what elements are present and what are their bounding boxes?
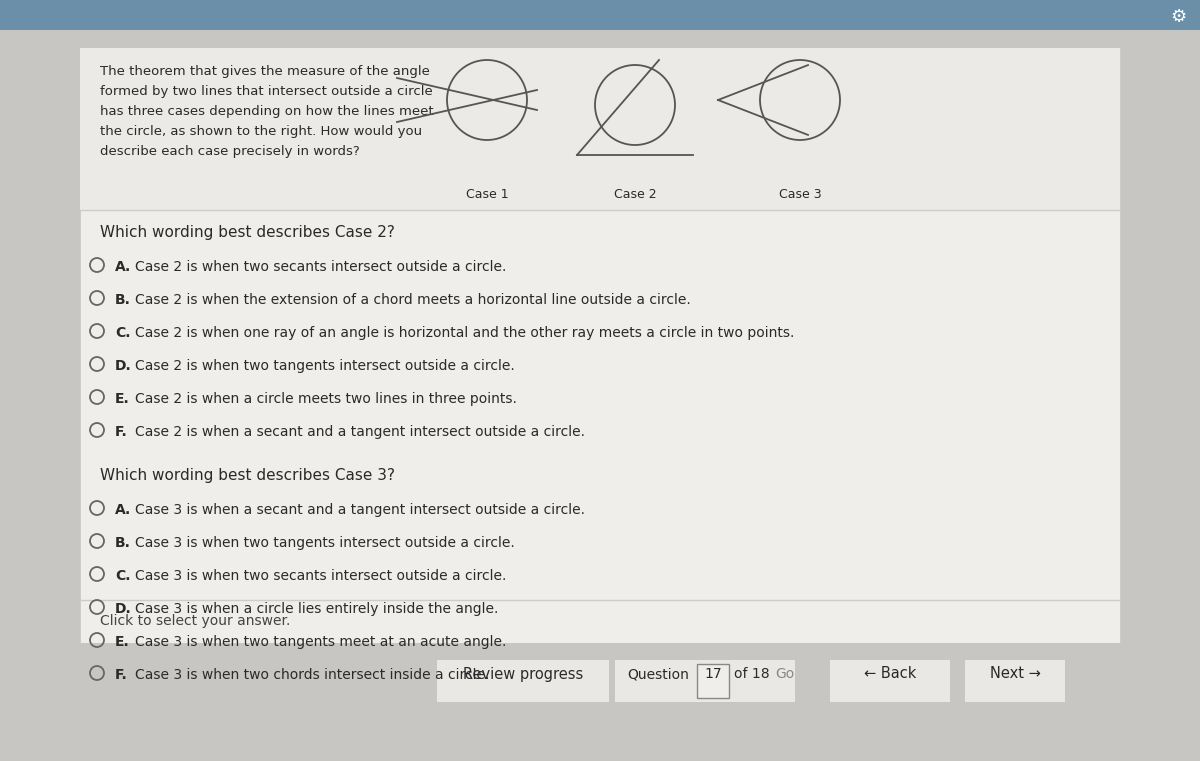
Text: Case 2 is when the extension of a chord meets a horizontal line outside a circle: Case 2 is when the extension of a chord … [134,293,691,307]
Bar [80,48,1120,210]
Text: Case 2 is when a secant and a tangent intersect outside a circle.: Case 2 is when a secant and a tangent in… [134,425,586,439]
Text: Case 2 is when a circle meets two lines in three points.: Case 2 is when a circle meets two lines … [134,392,517,406]
Text: F.: F. [115,668,127,682]
Bar [0,30,1200,48]
Text: Case 3 is when a circle lies entirely inside the angle.: Case 3 is when a circle lies entirely in… [134,602,498,616]
Text: C.: C. [115,326,131,340]
Text: ← Back: ← Back [864,667,916,682]
Text: Which wording best describes Case 3?: Which wording best describes Case 3? [100,468,395,483]
Text: B.: B. [115,293,131,307]
Text: Case 3 is when a secant and a tangent intersect outside a circle.: Case 3 is when a secant and a tangent in… [134,503,586,517]
Text: Case 2 is when one ray of an angle is horizontal and the other ray meets a circl: Case 2 is when one ray of an angle is ho… [134,326,794,340]
Text: 17: 17 [704,667,722,681]
Text: Case 3 is when two chords intersect inside a circle.: Case 3 is when two chords intersect insi… [134,668,490,682]
Bar [965,660,1066,702]
Text: ⚙: ⚙ [1170,8,1186,26]
Text: Next →: Next → [990,667,1040,682]
Text: Question: Question [628,667,689,681]
Text: Case 2 is when two secants intersect outside a circle.: Case 2 is when two secants intersect out… [134,260,506,274]
Text: E.: E. [115,635,130,649]
Text: E.: E. [115,392,130,406]
Text: Case 1: Case 1 [466,189,509,202]
Text: Case 3 is when two tangents meet at an acute angle.: Case 3 is when two tangents meet at an a… [134,635,506,649]
Text: B.: B. [115,536,131,550]
Text: Case 2: Case 2 [613,189,656,202]
Text: Case 3 is when two tangents intersect outside a circle.: Case 3 is when two tangents intersect ou… [134,536,515,550]
Text: Which wording best describes Case 2?: Which wording best describes Case 2? [100,225,395,240]
Text: Go: Go [775,667,794,681]
Text: Case 2 is when two tangents intersect outside a circle.: Case 2 is when two tangents intersect ou… [134,359,515,373]
Text: Click to select your answer.: Click to select your answer. [100,614,290,628]
Text: Case 3: Case 3 [779,189,821,202]
Text: A.: A. [115,260,131,274]
Text: Case 3 is when two secants intersect outside a circle.: Case 3 is when two secants intersect out… [134,569,506,583]
Bar [0,643,1200,761]
Text: A.: A. [115,503,131,517]
Bar [830,660,950,702]
Bar [697,664,730,698]
Text: D.: D. [115,359,132,373]
Text: of 18: of 18 [734,667,769,681]
Bar [80,48,1120,643]
Text: C.: C. [115,569,131,583]
Text: The theorem that gives the measure of the angle
formed by two lines that interse: The theorem that gives the measure of th… [100,65,433,158]
Bar [616,660,796,702]
Text: D.: D. [115,602,132,616]
Bar [0,0,1200,30]
Text: F.: F. [115,425,127,439]
Bar [437,660,610,702]
Text: Review progress: Review progress [463,667,583,682]
